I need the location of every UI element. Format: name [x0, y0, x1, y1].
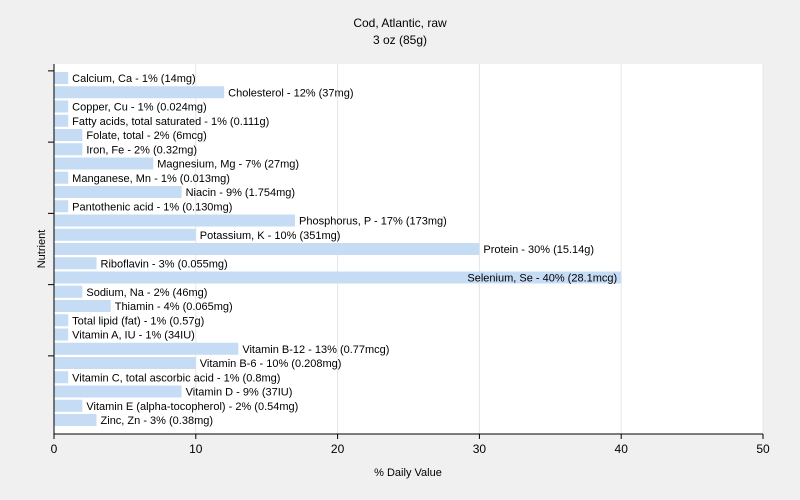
bar-label: Pantothenic acid - 1% (0.130mg): [72, 201, 232, 213]
bar-label: Magnesium, Mg - 7% (27mg): [157, 159, 299, 171]
bar: [54, 243, 480, 255]
bar: [54, 314, 69, 327]
bar-label: Phosphorus, P - 17% (173mg): [299, 216, 447, 228]
bar-label: Vitamin E (alpha-tocopherol) - 2% (0.54m…: [86, 401, 298, 413]
bars: Calcium, Ca - 1% (14mg) Cholesterol - 12%…: [54, 72, 622, 427]
bar: [54, 214, 296, 227]
bar: [54, 129, 83, 141]
bar-label: Total lipid (fat) - 1% (0.57g): [72, 315, 204, 327]
bar: [54, 86, 225, 99]
bar-label: Protein - 30% (15.14g): [483, 244, 594, 256]
bar-label: Folate, total - 2% (6mcg): [86, 130, 206, 142]
bar-label: Vitamin C, total ascorbic acid - 1% (0.8…: [72, 372, 280, 384]
chart-title: Cod, Atlantic, raw: [353, 16, 447, 30]
bar: [54, 200, 69, 213]
bar: [54, 385, 182, 398]
bar: [54, 257, 97, 270]
chart-subtitle: 3 oz (85g): [373, 33, 427, 47]
x-tick-label: 50: [756, 442, 770, 456]
bar-label: Iron, Fe - 2% (0.32mg): [86, 144, 197, 156]
bar-label: Vitamin D - 9% (37IU): [186, 387, 293, 399]
bar-label: Vitamin B-12 - 13% (0.77mcg): [242, 344, 389, 356]
bar-label: Calcium, Ca - 1% (14mg): [72, 73, 195, 85]
y-axis-title: Nutrient: [36, 230, 48, 269]
bar: [54, 100, 69, 113]
bar-label: Fatty acids, total saturated - 1% (0.111…: [72, 116, 269, 128]
bar-label: Vitamin A, IU - 1% (34IU): [72, 330, 195, 342]
bar: [54, 342, 239, 355]
bar: [54, 357, 196, 369]
bar: [54, 399, 83, 412]
bar-label: Manganese, Mn - 1% (0.013mg): [72, 173, 230, 185]
bar: [54, 114, 69, 127]
bar-label: Potassium, K - 10% (351mg): [200, 230, 341, 242]
bar-label: Riboflavin - 3% (0.055mg): [101, 258, 228, 270]
x-tick-label: 30: [473, 442, 487, 456]
bar: [54, 328, 69, 341]
x-tick-label: 40: [615, 442, 629, 456]
bar-label: Zinc, Zn - 3% (0.38mg): [101, 415, 213, 427]
bar-label: Cholesterol - 12% (37mg): [228, 87, 353, 99]
bar: [54, 157, 154, 170]
x-axis-title: % Daily Value: [374, 467, 442, 479]
bar-label: Vitamin B-6 - 10% (0.208mg): [200, 358, 342, 370]
bar-label: Selenium, Se - 40% (28.1mcg): [467, 273, 617, 285]
bar: [54, 72, 69, 84]
x-tick-labels: 0 10 20 30 40 50: [51, 442, 770, 456]
bar: [54, 228, 196, 241]
x-tick-label: 10: [189, 442, 203, 456]
bar: [54, 414, 97, 426]
bar-label: Niacin - 9% (1.754mg): [186, 187, 295, 199]
bar-label: Thiamin - 4% (0.065mg): [115, 301, 233, 313]
x-tick-label: 0: [51, 442, 58, 456]
bar: [54, 186, 182, 198]
bar: [54, 171, 69, 184]
bar: [54, 271, 622, 284]
bar: [54, 285, 83, 298]
bar: [54, 371, 69, 384]
axes: [48, 64, 764, 439]
bar: [54, 300, 111, 312]
x-tick-label: 20: [331, 442, 345, 456]
bar: [54, 143, 83, 156]
bar-label: Copper, Cu - 1% (0.024mg): [72, 102, 207, 114]
bar-label: Sodium, Na - 2% (46mg): [86, 287, 207, 299]
